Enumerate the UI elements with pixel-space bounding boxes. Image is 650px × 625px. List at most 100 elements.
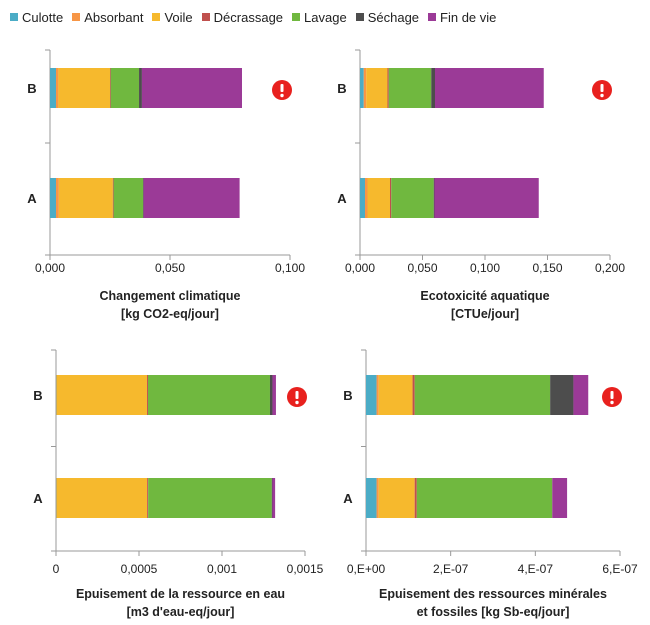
legend-label: Lavage [304, 9, 347, 25]
bar-segment [573, 375, 589, 415]
bar-segment [365, 178, 368, 218]
bar-segment [367, 178, 390, 218]
bar-segment [360, 68, 364, 108]
warning-icon-dot [610, 400, 614, 405]
warning-icon-bar [600, 84, 604, 92]
bar-segment [148, 478, 272, 518]
x-tick-label: 0,000 [345, 261, 375, 275]
chart-mineral-fossil-depletion: 0,E+00 2,E-07 4,E-07 6,E-07 A B Epuisement des… [343, 349, 638, 619]
bar-segment [376, 375, 379, 415]
legend-swatch [10, 13, 18, 21]
warning-icon-bar [280, 84, 284, 92]
bar-segment [366, 375, 377, 415]
warning-icon-bar [295, 391, 299, 399]
category-label: B [33, 388, 42, 403]
category-label: A [337, 191, 347, 206]
x-tick-label: 0,100 [275, 261, 305, 275]
bar-segment [376, 478, 379, 518]
legend-swatch [292, 13, 301, 21]
legend-label: Culotte [22, 9, 64, 25]
bar-segment [414, 478, 417, 518]
x-tick-label: 0,001 [207, 562, 237, 576]
legend-label: Voile [164, 9, 193, 25]
category-label: B [337, 81, 346, 96]
bar-segment [143, 178, 144, 218]
x-tick-label: 0,000 [35, 261, 65, 275]
x-tick-label: 0,0005 [121, 562, 158, 576]
chart-title-line: Epuisement de la ressource en eau [76, 587, 285, 601]
legend-swatch [72, 13, 81, 21]
x-tick-label: 0 [53, 562, 60, 576]
bar-segment [269, 375, 273, 415]
chart-water-depletion: 0 0,0005 0,001 0,0015 A B Epuisement de la res… [33, 349, 324, 619]
chart-title-line: [CTUe/jour] [451, 307, 519, 321]
x-tick-label: 2,E-07 [433, 562, 469, 576]
legend-item: Absorbant [72, 10, 143, 25]
bar-segment [433, 178, 435, 218]
bar-segment [56, 478, 148, 518]
bar-segment [110, 68, 111, 108]
chart-title-line: Changement climatique [100, 289, 241, 303]
category-label: B [27, 81, 36, 96]
legend-item: Culotte [10, 10, 63, 25]
bar-segment [363, 68, 367, 108]
bar-segment [387, 68, 389, 108]
bar-segment [271, 478, 273, 518]
legend-swatch [201, 13, 210, 21]
bar-segment [58, 178, 113, 218]
bar-segment [431, 68, 435, 108]
chart-title-line: et fossiles [kg Sb-eq/jour] [417, 605, 570, 619]
bar-segment [388, 68, 432, 108]
warning-icon-dot [295, 400, 299, 405]
x-tick-label: 0,E+00 [347, 562, 386, 576]
bar-segment [113, 178, 144, 218]
category-label: A [343, 491, 353, 506]
category-label: B [343, 388, 352, 403]
legend-label: Absorbant [84, 9, 144, 25]
x-tick-label: 0,0015 [287, 562, 324, 576]
bar-segment [366, 68, 388, 108]
chart-legend: Culotte Absorbant Voile Décrassage Lavage Séc… [10, 6, 505, 28]
legend-item: Voile [152, 9, 193, 25]
legend-item: Fin de vie [428, 10, 496, 25]
bar-segment [272, 375, 276, 415]
bar-segment [56, 68, 59, 108]
warning-icon-dot [280, 93, 284, 98]
bar-segment [50, 68, 56, 108]
bar-segment [56, 375, 147, 415]
bar-segment [412, 375, 415, 415]
chart-title-line: Ecotoxicité aquatique [420, 289, 549, 303]
x-tick-label: 0,050 [407, 261, 437, 275]
bar-segment [414, 375, 551, 415]
bar-segment [147, 375, 270, 415]
bar-segment [378, 478, 415, 518]
bar-segment [50, 178, 56, 218]
bar-segment [434, 178, 539, 218]
bar-segment [272, 478, 276, 518]
bar-segment [110, 68, 140, 108]
bar-segment [360, 178, 365, 218]
bar-segment [143, 178, 240, 218]
bar-segment [58, 68, 110, 108]
legend-item: Lavage [292, 10, 347, 25]
chart-climate-change: 0,000 0,050 0,100 A B Changement climatique [k… [27, 49, 305, 321]
category-label: A [33, 491, 43, 506]
chart-title-line: Epuisement des ressources minérales [379, 587, 607, 601]
bar-segment [390, 178, 392, 218]
x-tick-label: 0,050 [155, 261, 185, 275]
x-tick-label: 0,100 [470, 261, 500, 275]
bar-segment [56, 178, 59, 218]
legend-swatch [355, 13, 364, 21]
chart-title-line: [m3 d'eau-eq/jour] [127, 605, 235, 619]
warning-icon-bar [610, 391, 614, 399]
x-tick-label: 0,200 [595, 261, 625, 275]
legend-item: Décrassage [201, 9, 284, 25]
bar-segment [391, 178, 434, 218]
bar-segment [378, 375, 413, 415]
category-label: A [27, 191, 37, 206]
x-tick-label: 6,E-07 [602, 562, 638, 576]
legend-item: Séchage [355, 10, 419, 25]
bar-segment [139, 68, 142, 108]
bar-segment [147, 478, 149, 518]
legend-label: Décrassage [213, 9, 284, 25]
